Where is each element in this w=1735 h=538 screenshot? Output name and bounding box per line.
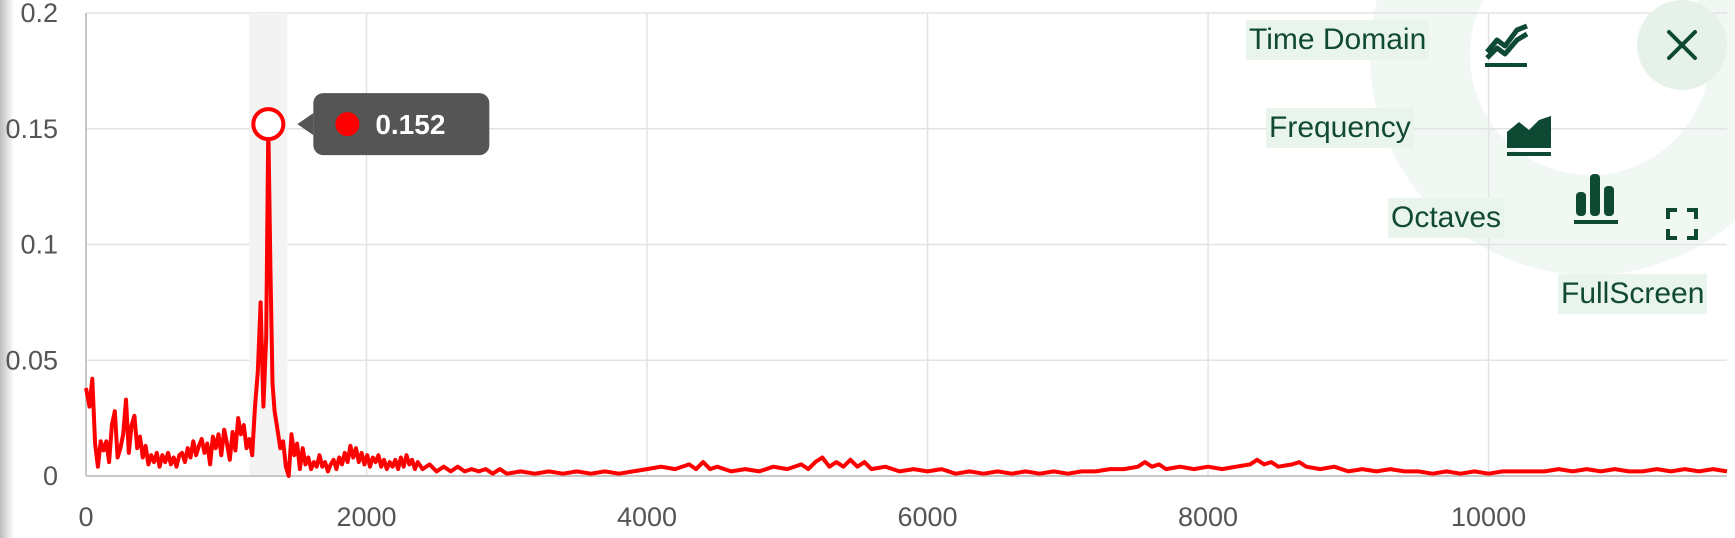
grid	[85, 12, 1727, 477]
fullscreen-icon[interactable]	[1665, 207, 1699, 241]
tooltip-value: 0.152	[375, 109, 445, 140]
close-button[interactable]	[1637, 0, 1727, 90]
octaves-label[interactable]: Octaves	[1388, 198, 1505, 238]
y-tick-label: 0.1	[20, 230, 58, 260]
tooltip-series-dot	[335, 112, 360, 137]
x-tick-label: 8000	[1178, 502, 1238, 532]
y-tick-label: 0	[43, 461, 58, 491]
close-icon	[1667, 30, 1697, 60]
tooltip: 0.152	[297, 93, 490, 156]
fullscreen-label[interactable]: FullScreen	[1558, 274, 1708, 314]
highlight-point[interactable]	[251, 107, 286, 142]
x-tick-label: 2000	[336, 502, 396, 532]
y-tick-label: 0.15	[5, 114, 58, 144]
frequency-label[interactable]: Frequency	[1266, 108, 1414, 148]
series-line	[84, 122, 1728, 478]
line-chart-icon[interactable]	[1483, 22, 1531, 70]
tick-labels: 0 0.05 0.1 0.15 0.2 0 2000 4000 6000 8000 10000	[5, 0, 1526, 532]
highlight-point-group	[251, 107, 286, 142]
x-tick-label: 6000	[897, 502, 957, 532]
bar-chart-icon[interactable]	[1572, 172, 1620, 226]
tooltip-pointer	[297, 113, 314, 136]
series	[84, 122, 1728, 478]
y-tick-label: 0.2	[20, 0, 58, 28]
left-edge-shadow	[0, 0, 14, 538]
x-tick-label: 0	[78, 502, 93, 532]
axes	[85, 13, 1727, 477]
y-tick-label: 0.05	[5, 345, 58, 375]
tooltip-box	[313, 93, 490, 156]
x-tick-label: 10000	[1451, 502, 1526, 532]
x-tick-label: 4000	[617, 502, 677, 532]
time-domain-label[interactable]: Time Domain	[1246, 20, 1430, 60]
area-chart-icon[interactable]	[1505, 110, 1553, 158]
